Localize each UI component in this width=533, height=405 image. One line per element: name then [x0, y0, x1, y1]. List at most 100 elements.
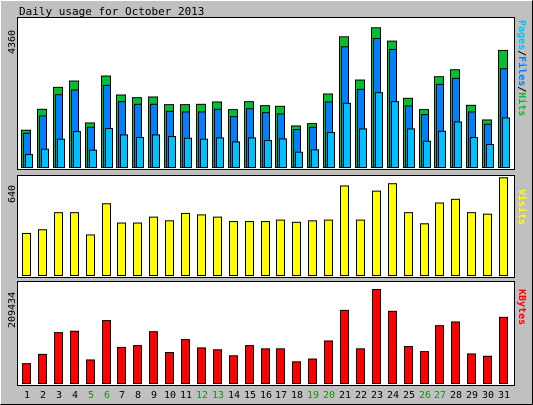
- pages-bar: [375, 92, 383, 168]
- x-tick-label: 24: [387, 390, 399, 401]
- x-tick-label: 30: [482, 390, 494, 401]
- chart-title: Daily usage for October 2013: [19, 5, 204, 18]
- panel-3-max-label: 209434: [7, 292, 18, 328]
- x-tick-label: 25: [403, 390, 415, 401]
- legend-entry: /: [516, 86, 527, 92]
- legend-entry: Pages: [516, 20, 527, 50]
- pages-bar: [343, 102, 351, 168]
- pages-bar: [57, 138, 65, 169]
- kbytes-bar: [388, 310, 397, 384]
- x-tick-label: 13: [212, 390, 224, 401]
- visits-bar: [197, 214, 206, 276]
- x-tick-label: 6: [104, 390, 110, 401]
- pages-bar: [25, 154, 33, 168]
- x-tick-label: 11: [180, 390, 192, 401]
- visits-bar: [165, 220, 174, 276]
- x-tick-label: 10: [164, 390, 176, 401]
- pages-bar: [486, 144, 494, 168]
- visits-bar: [372, 190, 381, 276]
- x-tick-label: 2: [40, 390, 46, 401]
- pages-bar: [438, 130, 446, 168]
- x-tick-label: 15: [244, 390, 256, 401]
- visits-bar: [22, 232, 31, 276]
- kbytes-bar: [356, 348, 365, 385]
- x-tick-label: 4: [72, 390, 78, 401]
- visits-bar: [467, 212, 476, 276]
- panel-1-legend: Pages/Files/Hits: [516, 20, 528, 116]
- pages-bar: [423, 140, 431, 168]
- x-tick-label: 19: [307, 390, 319, 401]
- visits-bar: [292, 221, 301, 276]
- x-tick-label: 27: [434, 390, 446, 401]
- legend-entry: Hits: [516, 92, 528, 116]
- legend-entry: Files: [516, 56, 528, 86]
- kbytes-bar: [86, 359, 95, 384]
- x-tick-label: 31: [498, 390, 510, 401]
- pages-bar: [295, 151, 303, 169]
- pages-bar: [359, 128, 367, 169]
- pages-bar: [136, 137, 144, 169]
- pages-bar: [200, 138, 208, 169]
- kbytes-bar: [483, 355, 492, 384]
- kbytes-bar: [102, 320, 111, 384]
- kbytes-bar: [467, 353, 476, 384]
- kbytes-bar: [165, 352, 174, 385]
- visits-bar: [483, 213, 492, 276]
- kbytes-bar: [404, 346, 413, 385]
- pages-bar: [407, 128, 415, 169]
- visits-bar: [356, 219, 365, 276]
- visits-bar: [133, 222, 142, 276]
- panel-2-max-label: 640: [7, 185, 18, 203]
- pages-bar: [327, 132, 335, 168]
- kbytes-bar: [197, 347, 206, 385]
- kbytes-bar: [261, 348, 270, 385]
- x-tick-label: 21: [339, 390, 351, 401]
- pages-bar: [105, 128, 113, 168]
- x-tick-label: 5: [88, 390, 94, 401]
- pages-bar: [232, 141, 240, 169]
- visits-bar: [181, 212, 190, 276]
- kbytes-bar: [499, 316, 508, 384]
- x-tick-label: 3: [56, 390, 62, 401]
- x-tick-label: 16: [260, 390, 272, 401]
- visits-bar: [149, 216, 158, 276]
- kbytes-bar: [276, 348, 285, 385]
- x-tick-label: 1: [24, 390, 30, 401]
- pages-bar: [391, 101, 399, 168]
- panel-2-legend: Visits: [516, 189, 528, 225]
- kbytes-bar: [38, 353, 47, 384]
- pages-bar: [279, 138, 287, 169]
- kbytes-bar: [324, 340, 333, 385]
- x-tick-label: 28: [450, 390, 462, 401]
- pages-bar: [454, 121, 462, 168]
- panel-3-legend: KBytes: [516, 289, 527, 325]
- kbytes-bar: [70, 330, 79, 384]
- kbytes-bar: [420, 351, 429, 384]
- x-tick-label: 18: [291, 390, 303, 401]
- kbytes-bar: [181, 339, 190, 385]
- visits-bar: [324, 219, 333, 276]
- kbytes-bar: [372, 289, 381, 384]
- kbytes-bar: [54, 332, 63, 385]
- visits-bar: [499, 177, 508, 276]
- kbytes-bar: [435, 325, 444, 385]
- kbytes-bar: [292, 361, 301, 385]
- visits-bar: [117, 222, 126, 276]
- visits-bar: [308, 220, 317, 276]
- x-tick-label: 9: [151, 390, 157, 401]
- visits-bar: [229, 221, 238, 276]
- visits-bar: [245, 221, 254, 276]
- x-tick-label: 29: [466, 390, 478, 401]
- x-tick-label: 12: [196, 390, 208, 401]
- visits-bar: [213, 216, 222, 276]
- x-tick-label: 14: [228, 390, 240, 401]
- x-tick-label: 22: [355, 390, 367, 401]
- pages-bar: [41, 148, 49, 169]
- kbytes-bar: [213, 349, 222, 384]
- pages-bar: [502, 117, 510, 168]
- x-tick-label: 26: [419, 390, 431, 401]
- visits-bar: [404, 212, 413, 276]
- panel-1-max-label: 4360: [7, 30, 18, 54]
- kbytes-bar: [308, 358, 317, 384]
- pages-bar: [470, 137, 478, 169]
